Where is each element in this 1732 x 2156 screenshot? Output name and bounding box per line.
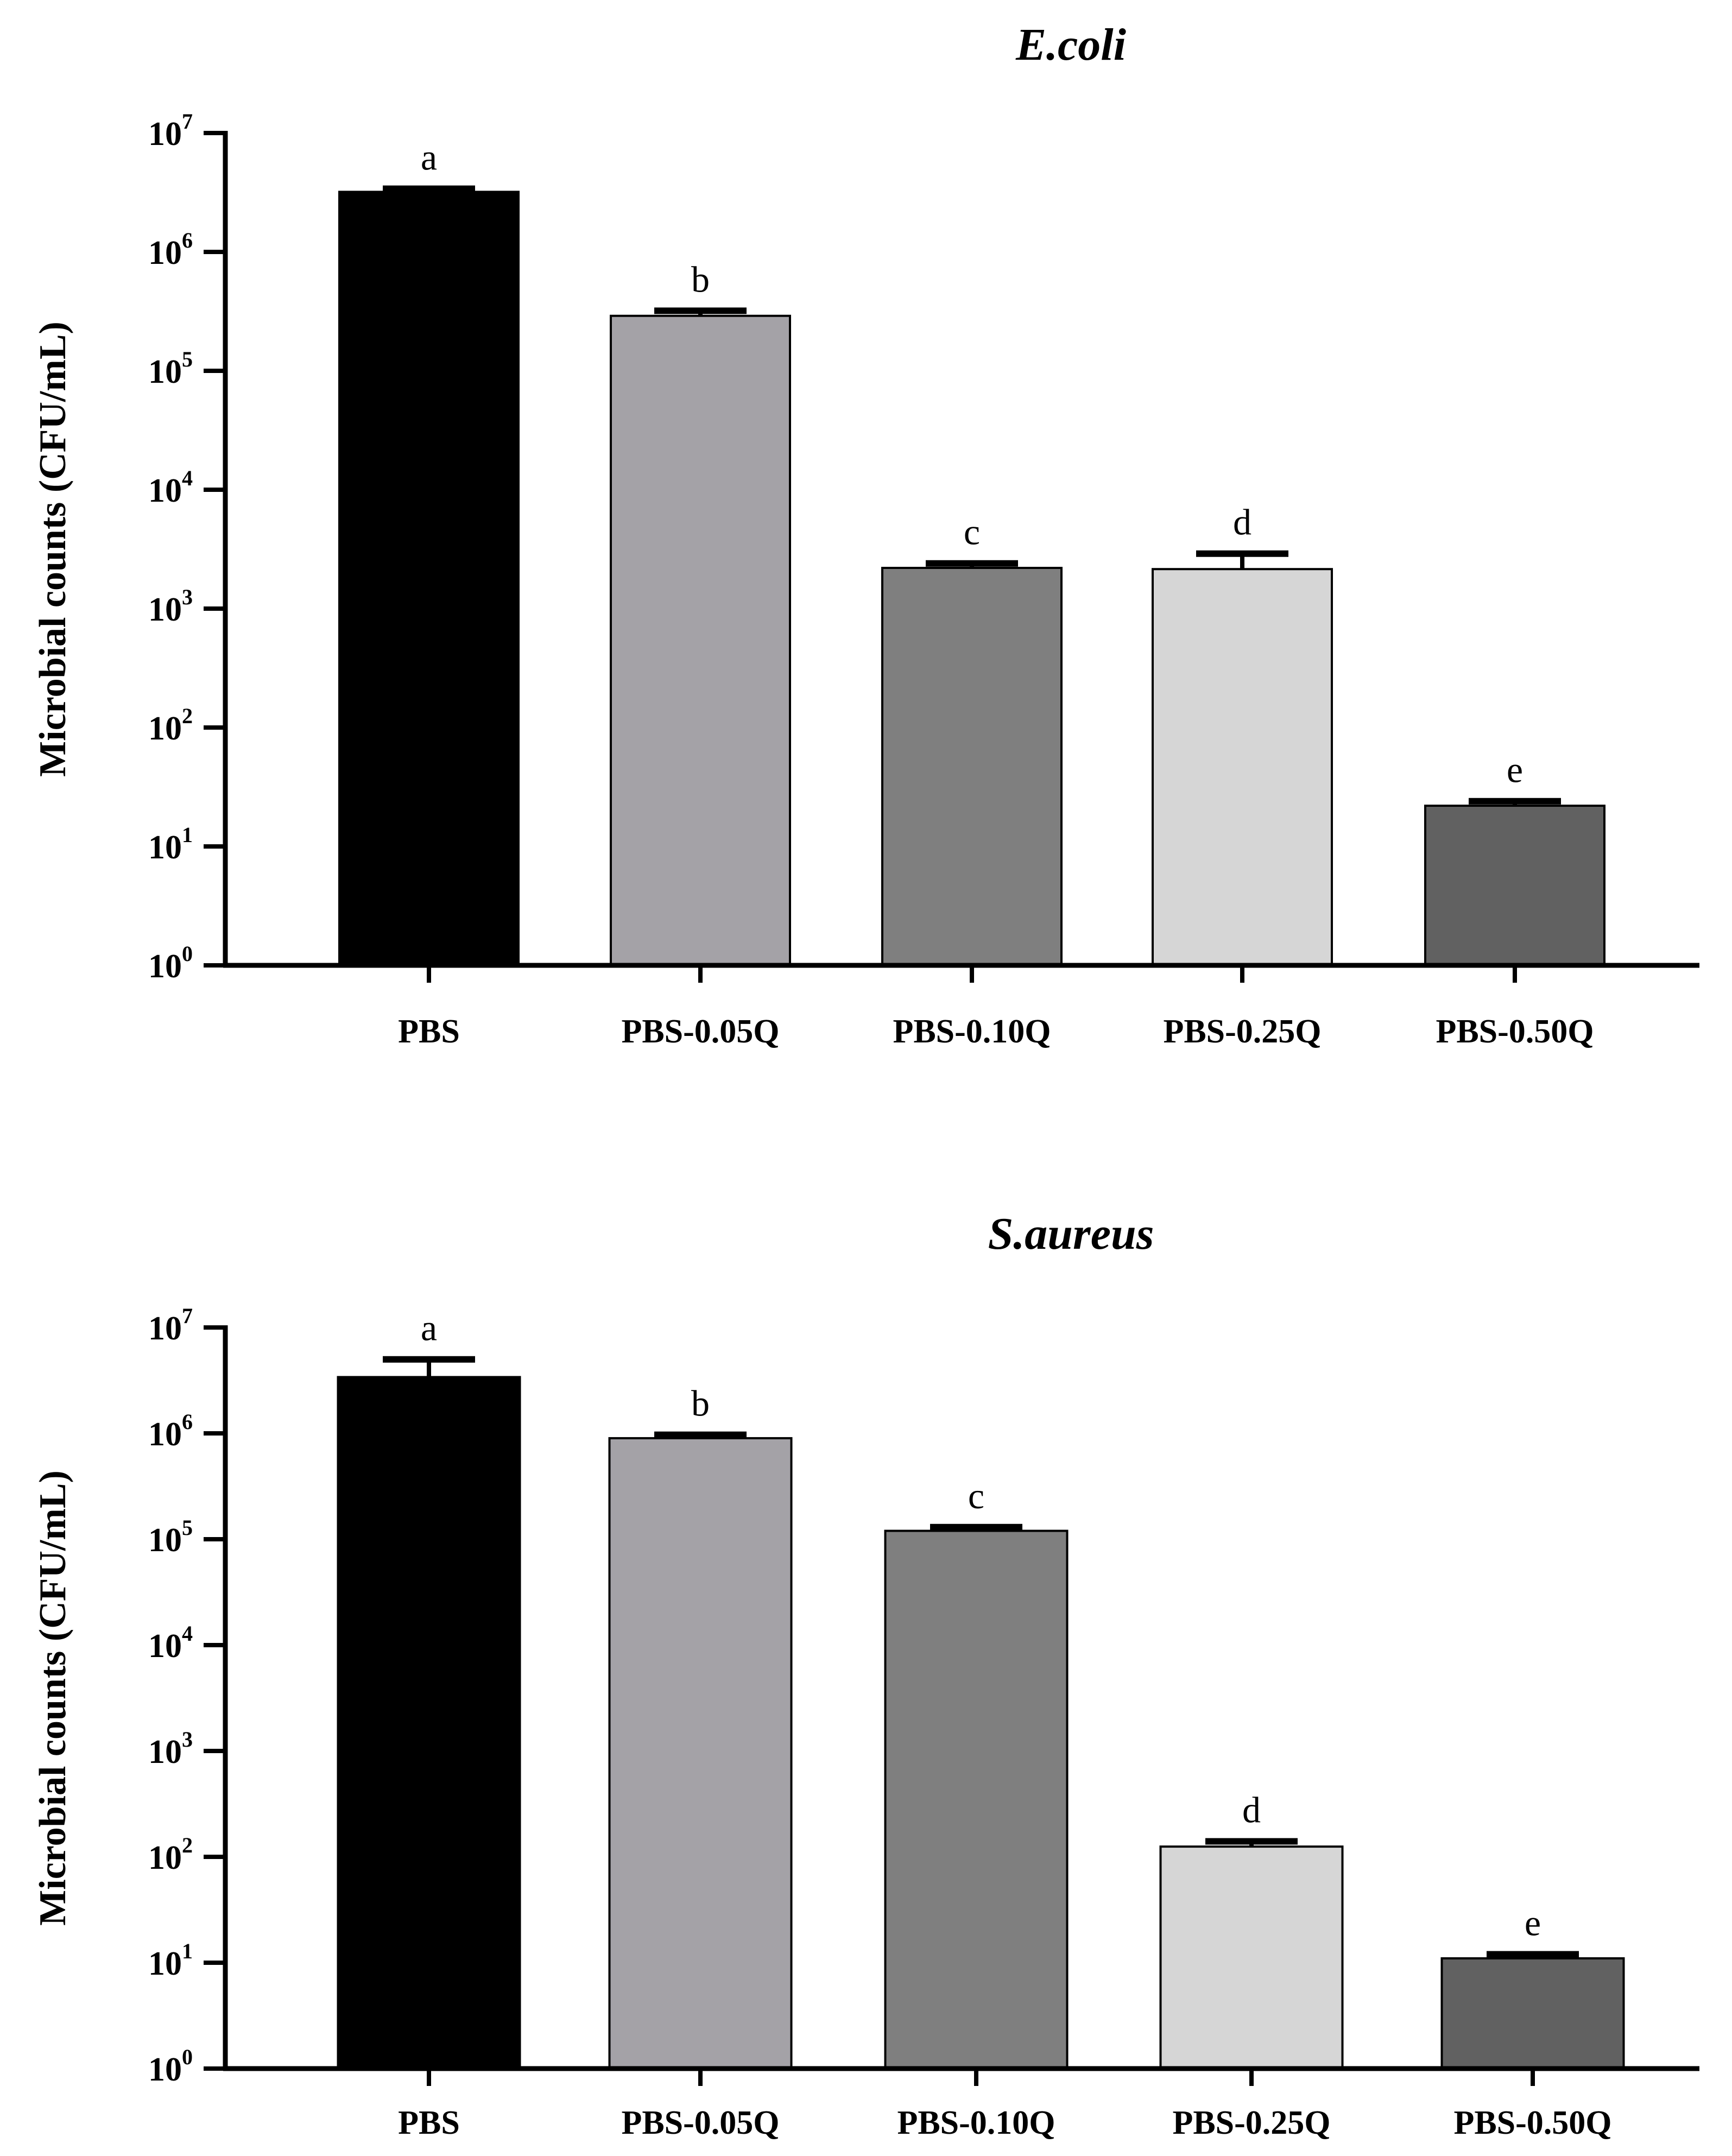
y-tick-label: 100: [148, 941, 193, 985]
y-tick-label: 106: [148, 228, 193, 271]
y-tick-exponent: 3: [182, 585, 193, 609]
bar-pbs-0.25q: [1152, 568, 1333, 966]
bar-pbs-0.05q: [608, 1437, 793, 2070]
significance-letter: d: [1233, 502, 1251, 543]
significance-letter: b: [691, 1383, 710, 1424]
x-tick-label: PBS-0.25Q: [1163, 1013, 1321, 1050]
y-tick-label: 102: [148, 704, 193, 747]
y-tick-base: 10: [148, 948, 182, 985]
significance-letter: c: [964, 511, 980, 553]
y-axis-label: Microbial counts (CFU/mL): [32, 1470, 74, 1926]
y-axis-label: Microbial counts (CFU/mL): [32, 321, 74, 777]
y-tick-exponent: 6: [182, 228, 193, 252]
y-tick-label: 107: [148, 1304, 193, 1347]
significance-letter: e: [1507, 749, 1523, 791]
y-tick-base: 10: [148, 710, 182, 747]
x-tick-label: PBS: [398, 2104, 460, 2141]
y-tick-exponent: 1: [182, 823, 193, 847]
x-tick-label: PBS-0.50Q: [1436, 1013, 1594, 1050]
y-tick-label: 102: [148, 1833, 193, 1876]
chart-title: S.aureus: [988, 1209, 1154, 1259]
y-tick-label: 100: [148, 2045, 193, 2088]
y-tick-exponent: 0: [182, 941, 193, 966]
y-tick-exponent: 2: [182, 1833, 193, 1857]
bar-pbs: [338, 191, 520, 966]
y-tick-label: 104: [148, 466, 193, 509]
y-tick-exponent: 4: [182, 1621, 193, 1646]
x-tick-label: PBS-0.05Q: [621, 2104, 779, 2141]
y-tick-label: 101: [148, 823, 193, 866]
y-tick-label: 107: [148, 109, 193, 153]
y-tick-label: 104: [148, 1621, 193, 1665]
significance-letter: b: [691, 258, 710, 300]
saureus-chart: S.aureus Microbial counts (CFU/mL) a PBS b PB…: [32, 1209, 1699, 2141]
y-tick-exponent: 6: [182, 1409, 193, 1434]
ecoli-chart: E.coli Microbial counts (CFU/mL) a PBS b PBS-…: [32, 20, 1699, 1050]
y-tick-base: 10: [148, 829, 182, 866]
bar-pbs-0.25q: [1159, 1845, 1344, 2070]
significance-letter: e: [1525, 1902, 1541, 1944]
y-tick-exponent: 1: [182, 1939, 193, 1963]
x-tick-label: PBS-0.25Q: [1172, 2104, 1330, 2141]
significance-letter: d: [1242, 1790, 1261, 1831]
y-tick-exponent: 5: [182, 347, 193, 371]
y-tick-base: 10: [148, 235, 182, 271]
y-tick-exponent: 4: [182, 466, 193, 490]
y-tick-label: 103: [148, 1727, 193, 1771]
y-tick-label: 103: [148, 585, 193, 628]
y-tick-base: 10: [148, 591, 182, 628]
y-tick-base: 10: [148, 472, 182, 509]
bar-pbs-0.50q: [1440, 1957, 1625, 2070]
y-tick-exponent: 5: [182, 1515, 193, 1540]
y-tick-exponent: 7: [182, 1304, 193, 1328]
y-tick-label: 105: [148, 1515, 193, 1559]
chart-title: E.coli: [1015, 20, 1126, 70]
bar-pbs-0.10q: [884, 1529, 1069, 2070]
x-tick-label: PBS: [398, 1013, 460, 1050]
y-tick-base: 10: [148, 2051, 182, 2088]
y-tick-base: 10: [148, 1522, 182, 1559]
significance-letter: a: [421, 137, 437, 178]
x-tick-label: PBS-0.05Q: [621, 1013, 779, 1050]
bar-pbs: [337, 1376, 521, 2070]
y-tick-base: 10: [148, 1734, 182, 1771]
significance-letter: c: [968, 1475, 984, 1516]
y-tick-base: 10: [148, 116, 182, 153]
y-tick-label: 106: [148, 1409, 193, 1453]
y-tick-base: 10: [148, 1310, 182, 1347]
bar-pbs-0.10q: [881, 567, 1063, 966]
x-tick-label: PBS-0.10Q: [893, 1013, 1051, 1050]
x-tick-label: PBS-0.50Q: [1453, 2104, 1611, 2141]
bar-pbs-0.05q: [610, 314, 791, 966]
y-tick-label: 105: [148, 347, 193, 390]
y-tick-base: 10: [148, 1945, 182, 1982]
y-tick-exponent: 2: [182, 704, 193, 728]
y-tick-base: 10: [148, 353, 182, 390]
y-tick-base: 10: [148, 1416, 182, 1453]
y-tick-exponent: 7: [182, 109, 193, 134]
y-tick-label: 101: [148, 1939, 193, 1982]
y-tick-base: 10: [148, 1628, 182, 1665]
significance-letter: a: [421, 1307, 437, 1349]
x-tick-label: PBS-0.10Q: [897, 2104, 1055, 2141]
y-tick-exponent: 3: [182, 1727, 193, 1752]
bar-pbs-0.50q: [1424, 805, 1605, 966]
y-tick-base: 10: [148, 1839, 182, 1876]
y-tick-exponent: 0: [182, 2045, 193, 2069]
